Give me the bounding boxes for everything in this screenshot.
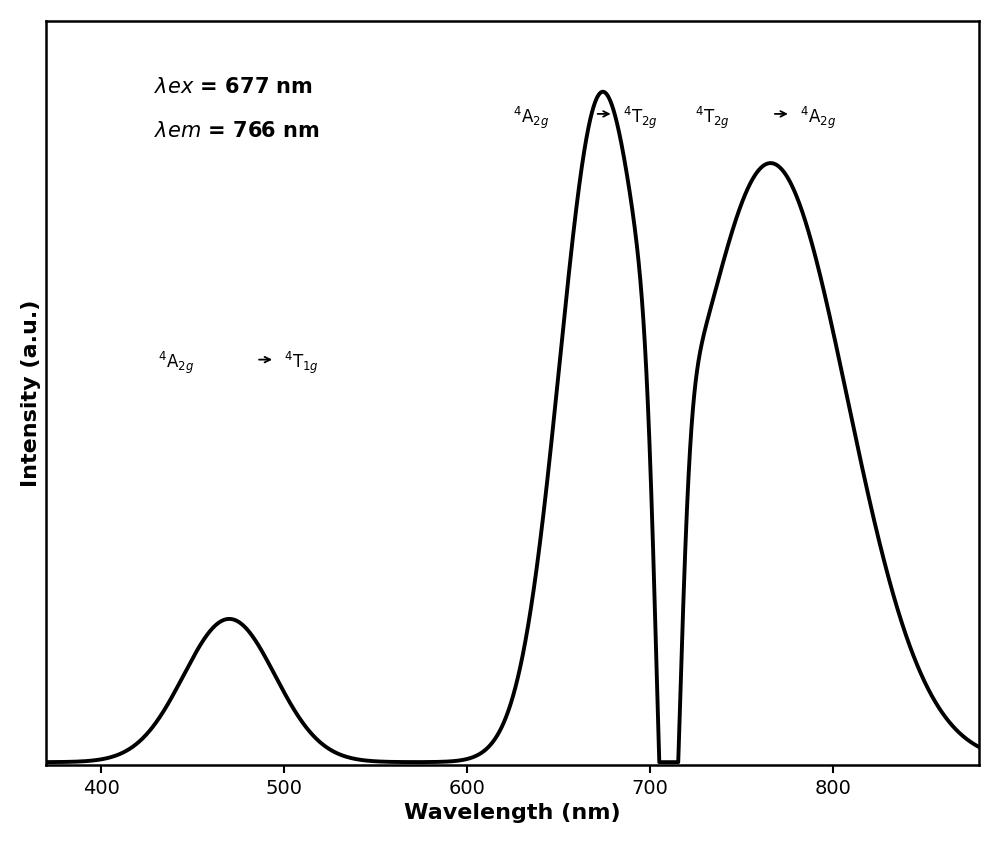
Text: $\lambda\it{em}$ = 766 nm: $\lambda\it{em}$ = 766 nm — [154, 122, 319, 141]
Text: $\lambda\it{ex}$ = 677 nm: $\lambda\it{ex}$ = 677 nm — [154, 77, 312, 97]
Text: $^4$T$_{1g}$: $^4$T$_{1g}$ — [284, 350, 319, 376]
Y-axis label: Intensity (a.u.): Intensity (a.u.) — [21, 300, 41, 487]
Text: $^4$T$_{2g}$: $^4$T$_{2g}$ — [623, 105, 658, 131]
Text: $^4$A$_{2g}$: $^4$A$_{2g}$ — [158, 350, 194, 376]
Text: $^4$T$_{2g}$: $^4$T$_{2g}$ — [695, 105, 729, 131]
X-axis label: Wavelength (nm): Wavelength (nm) — [404, 803, 621, 823]
Text: $^4$A$_{2g}$: $^4$A$_{2g}$ — [800, 105, 836, 131]
Text: $^4$A$_{2g}$: $^4$A$_{2g}$ — [513, 105, 549, 131]
